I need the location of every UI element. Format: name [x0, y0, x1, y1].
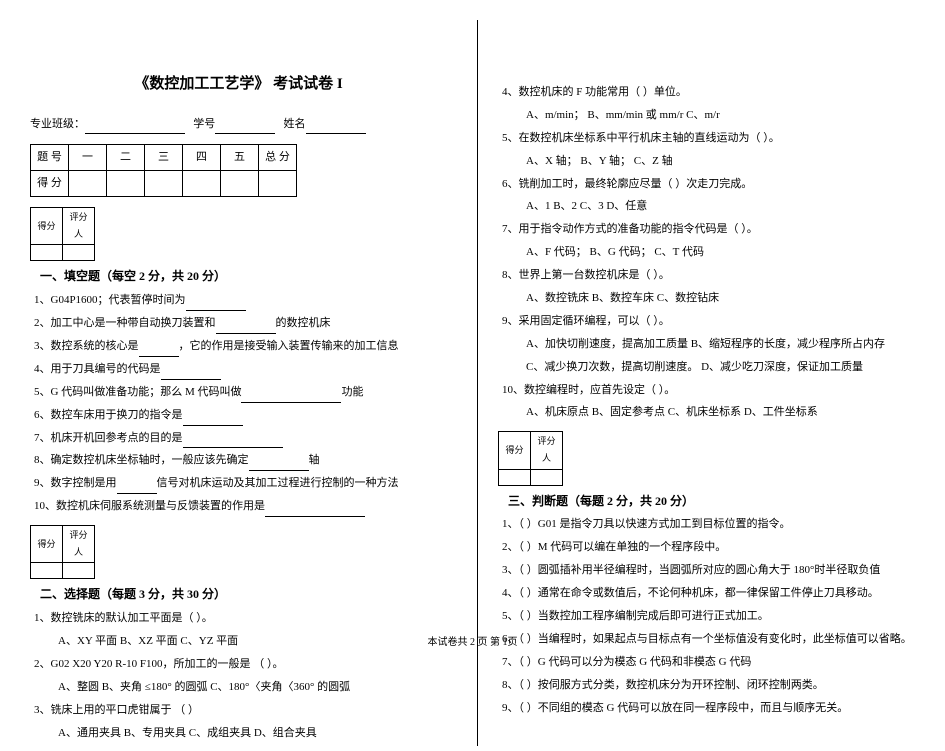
- blank: [117, 482, 157, 494]
- blank: [186, 299, 246, 311]
- grader-box-1: 得分评分人: [30, 207, 95, 261]
- cell: [145, 171, 183, 197]
- section2-title: 二、选择题（每题 3 分，共 30 分）: [40, 587, 226, 601]
- q2-7: 7、用于指令动作方式的准备功能的指令代码是（ ）。: [498, 219, 915, 240]
- section1-title: 一、填空题（每空 2 分，共 20 分）: [40, 269, 226, 283]
- table-row: 得 分: [31, 171, 297, 197]
- box-label: 评分人: [63, 526, 95, 563]
- id-blank: [215, 122, 275, 134]
- cell: [63, 563, 95, 579]
- student-info-line: 专业班级： 学号 姓名: [30, 114, 447, 135]
- q2-9: 9、采用固定循环编程，可以（ ）。: [498, 311, 915, 332]
- q2-8-opts: A、数控铣床 B、数控车床 C、数控钻床: [498, 288, 915, 309]
- q3-4: 4、（ ）通常在命令或数值后，不论何种机床，都一律保留工件停止刀具移动。: [498, 583, 915, 604]
- q2-4: 4、数控机床的 F 功能常用（ ）单位。: [498, 82, 915, 103]
- q1-1: 1、G04P1600；代表暂停时间为: [30, 290, 447, 311]
- cell: 四: [183, 145, 221, 171]
- box-label: 评分人: [63, 208, 95, 245]
- q1-4: 4、用于刀具编号的代码是: [30, 359, 447, 380]
- q2-7-opts: A、F 代码； B、G 代码； C、T 代码: [498, 242, 915, 263]
- cell: [31, 563, 63, 579]
- blank: [161, 368, 221, 380]
- cell: 一: [69, 145, 107, 171]
- q3-7: 7、（ ）G 代码可以分为模态 G 代码和非模态 G 代码: [498, 652, 915, 673]
- class-label: 专业班级：: [30, 118, 85, 130]
- blank: [249, 459, 309, 471]
- cell-label: 得 分: [31, 171, 69, 197]
- q1-5: 5、G 代码叫做准备功能；那么 M 代码叫做功能: [30, 382, 447, 403]
- q3-8: 8、（ ）按伺服方式分类，数控机床分为开环控制、闭环控制两类。: [498, 675, 915, 696]
- page-footer: 本试卷共 2 页 第 1页: [0, 633, 945, 648]
- name-label: 姓名: [284, 118, 306, 130]
- q1-9: 9、数字控制是用信号对机床运动及其加工过程进行控制的一种方法: [30, 473, 447, 494]
- spacer: [498, 20, 915, 80]
- cell: [31, 245, 63, 261]
- q2-10: 10、数控编程时，应首先设定（ ）。: [498, 380, 915, 401]
- exam-title: 《数控加工工艺学》 考试试卷 I: [30, 70, 447, 99]
- q3-5: 5、（ ）当数控加工程序编制完成后即可进行正式加工。: [498, 606, 915, 627]
- q2-2-opts: A、整圆 B、夹角 ≤180° 的圆弧 C、180°〈夹角〈360° 的圆弧: [30, 677, 447, 698]
- q2-3: 3、铣床上用的平口虎钳属于 （ ）: [30, 700, 447, 721]
- q2-8: 8、世界上第一台数控机床是（ ）。: [498, 265, 915, 286]
- q3-3: 3、（ ）圆弧插补用半径编程时，当圆弧所对应的圆心角大于 180°时半径取负值: [498, 560, 915, 581]
- grader-box-3: 得分评分人: [498, 431, 563, 485]
- cell: 二: [107, 145, 145, 171]
- score-table: 题 号 一 二 三 四 五 总 分 得 分: [30, 144, 297, 197]
- blank: [183, 414, 243, 426]
- q2-4-opts: A、m/min； B、mm/min 或 mm/r C、m/r: [498, 105, 915, 126]
- name-blank: [306, 122, 366, 134]
- cell: [107, 171, 145, 197]
- cell: [63, 245, 95, 261]
- q1-8: 8、确定数控机床坐标轴时，一般应该先确定轴: [30, 450, 447, 471]
- q2-2: 2、G02 X20 Y20 R-10 F100，所加工的一般是 （ ）。: [30, 654, 447, 675]
- box-label: 得分: [499, 432, 531, 469]
- q2-5: 5、在数控机床坐标系中平行机床主轴的直线运动为（ ）。: [498, 128, 915, 149]
- cell: [69, 171, 107, 197]
- q1-3: 3、数控系统的核心是，它的作用是接受输入装置传输来的加工信息: [30, 336, 447, 357]
- blank: [216, 322, 276, 334]
- cell: [221, 171, 259, 197]
- grader-box-2: 得分评分人: [30, 525, 95, 579]
- class-blank: [85, 122, 185, 134]
- q1-10: 10、数控机床伺服系统测量与反馈装置的作用是: [30, 496, 447, 517]
- table-row: 题 号 一 二 三 四 五 总 分: [31, 145, 297, 171]
- q2-1: 1、数控铣床的默认加工平面是（ ）。: [30, 608, 447, 629]
- q3-1: 1、（ ）G01 是指令刀具以快速方式加工到目标位置的指令。: [498, 514, 915, 535]
- q3-2: 2、（ ）M 代码可以编在单独的一个程序段中。: [498, 537, 915, 558]
- cell: 五: [221, 145, 259, 171]
- box-label: 得分: [31, 208, 63, 245]
- blank: [183, 436, 283, 448]
- q1-7: 7、机床开机回参考点的目的是: [30, 428, 447, 449]
- cell: [531, 469, 563, 485]
- cell: [183, 171, 221, 197]
- cell: [259, 171, 297, 197]
- section3-title: 三、判断题（每题 2 分，共 20 分）: [508, 494, 694, 508]
- q1-2: 2、加工中心是一种带自动换刀装置和的数控机床: [30, 313, 447, 334]
- q2-6-opts: A、1 B、2 C、3 D、任意: [498, 196, 915, 217]
- blank: [139, 345, 179, 357]
- cell: [499, 469, 531, 485]
- box-label: 得分: [31, 526, 63, 563]
- q2-6: 6、铣削加工时，最终轮廓应尽量（ ）次走刀完成。: [498, 174, 915, 195]
- box-label: 评分人: [531, 432, 563, 469]
- blank: [241, 391, 341, 403]
- q2-9-optsA: A、加快切削速度，提高加工质量 B、缩短程序的长度，减少程序所占内存: [498, 334, 915, 355]
- id-label: 学号: [193, 118, 215, 130]
- q2-5-opts: A、X 轴； B、Y 轴； C、Z 轴: [498, 151, 915, 172]
- q3-9: 9、（ ）不同组的模态 G 代码可以放在同一程序段中，而且与顺序无关。: [498, 698, 915, 719]
- q2-3-opts: A、通用夹具 B、专用夹具 C、成组夹具 D、组合夹具: [30, 723, 447, 744]
- cell: 总 分: [259, 145, 297, 171]
- blank: [265, 505, 365, 517]
- q2-9-optsB: C、减少换刀次数，提高切削速度。 D、减少吃刀深度，保证加工质量: [498, 357, 915, 378]
- cell-label: 题 号: [31, 145, 69, 171]
- q2-10-opts: A、机床原点 B、固定参考点 C、机床坐标系 D、工件坐标系: [498, 402, 915, 423]
- q1-6: 6、数控车床用于换刀的指令是: [30, 405, 447, 426]
- cell: 三: [145, 145, 183, 171]
